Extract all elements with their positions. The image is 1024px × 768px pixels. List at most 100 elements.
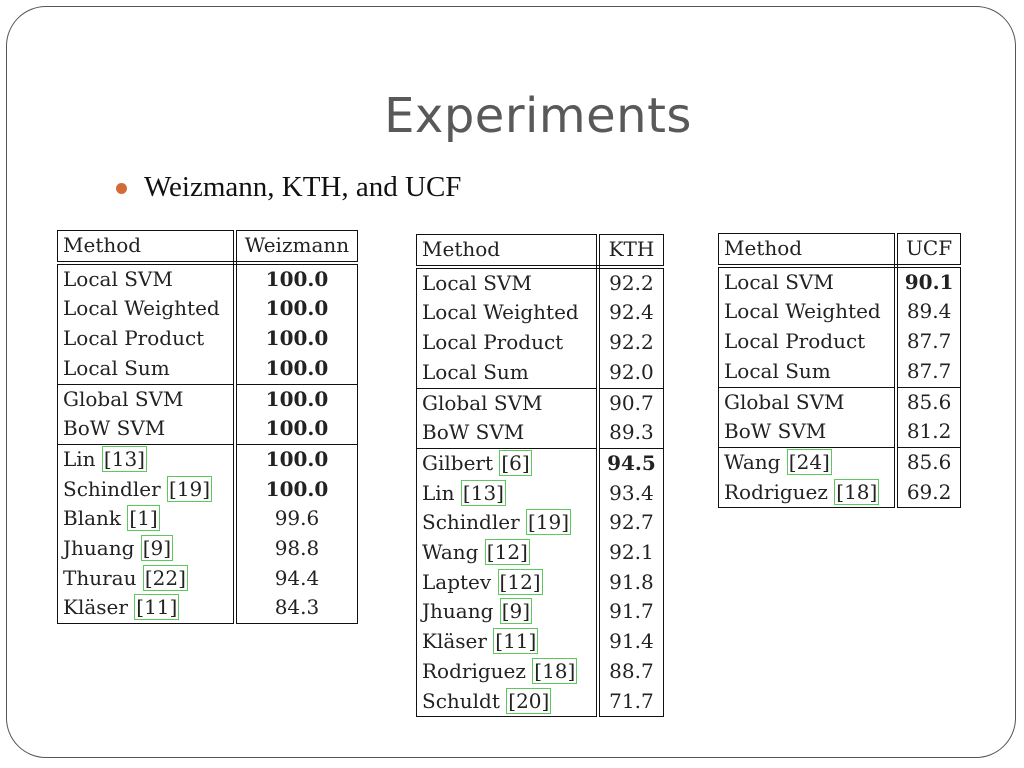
accuracy-value: 89.4 <box>906 299 952 324</box>
table-row: Gilbert [6] 94.5 <box>416 448 664 479</box>
accuracy-value: 85.6 <box>906 449 952 474</box>
table-row: BoW SVM 81.2 <box>718 417 961 448</box>
table-row: Local Weighted 100.0 <box>57 294 358 325</box>
method-column-header: Method <box>718 233 899 268</box>
accuracy-value: 92.4 <box>609 300 654 325</box>
method-name: Global SVM <box>422 390 543 415</box>
citation-link[interactable]: [19] <box>526 509 572 536</box>
method-name: Schindler <box>422 510 520 535</box>
citation-link[interactable]: [22] <box>142 564 188 591</box>
citation-link[interactable]: [19] <box>167 475 213 502</box>
table-row: Local Weighted 89.4 <box>718 297 961 328</box>
citation-link[interactable]: [13] <box>101 445 147 472</box>
method-name: Lin <box>63 446 96 471</box>
table-row: Blank [1] 99.6 <box>57 504 358 535</box>
citation-link[interactable]: [18] <box>834 478 880 505</box>
method-name: Local Sum <box>724 358 831 383</box>
method-name: Schindler <box>63 476 161 501</box>
accuracy-value: 94.4 <box>274 565 320 590</box>
method-name: BoW SVM <box>724 419 827 444</box>
citation-link[interactable]: [6] <box>499 449 532 476</box>
accuracy-value: 90.7 <box>609 390 654 415</box>
citation-link[interactable]: [20] <box>506 687 552 714</box>
method-name: Kläser <box>63 595 128 620</box>
accuracy-value: 91.7 <box>609 599 654 624</box>
table-header-row: Method UCF <box>718 233 961 268</box>
table-row: Laptev [12] 91.8 <box>416 567 664 598</box>
method-name: Laptev <box>422 569 492 594</box>
citation-link[interactable]: [11] <box>493 628 539 655</box>
citation-link[interactable]: [12] <box>497 568 543 595</box>
method-cell: Local SVM <box>57 262 237 295</box>
citation-link[interactable]: [1] <box>127 505 160 532</box>
method-cell: Local Sum <box>416 357 600 389</box>
method-cell: Local Weighted <box>57 294 237 325</box>
table-row: Wang [24] 85.6 <box>718 447 961 478</box>
method-cell: Thurau [22] <box>57 563 237 594</box>
table-row: Local Product 92.2 <box>416 328 664 358</box>
table-row: Local Weighted 92.4 <box>416 298 664 329</box>
accuracy-value: 91.4 <box>609 629 654 654</box>
method-name: Wang <box>724 449 781 474</box>
method-cell: Wang [12] <box>416 538 600 568</box>
bullet-dot-icon <box>116 183 127 194</box>
method-cell: Schindler [19] <box>57 474 237 505</box>
method-name: Gilbert <box>422 450 494 475</box>
citation-link[interactable]: [13] <box>460 479 506 506</box>
method-cell: BoW SVM <box>57 414 237 445</box>
accuracy-value: 100.0 <box>234 414 358 445</box>
method-cell: Laptev [12] <box>416 567 600 598</box>
accuracy-value: 87.7 <box>896 356 961 388</box>
accuracy-value: 90.1 <box>904 269 954 294</box>
citation-link[interactable]: [18] <box>532 657 578 684</box>
table-row: Local SVM 90.1 <box>718 265 961 298</box>
method-cell: Local SVM <box>718 265 899 298</box>
accuracy-value: 93.4 <box>609 480 654 505</box>
method-name: Schuldt <box>422 688 500 713</box>
method-cell: Kläser [11] <box>57 593 237 624</box>
method-cell: Local Product <box>718 327 899 357</box>
citation-link[interactable]: [11] <box>134 594 180 621</box>
citation-link[interactable]: [12] <box>484 539 530 566</box>
table-row: Global SVM 90.7 <box>416 388 664 419</box>
dataset-column-header: UCF <box>896 233 961 268</box>
method-name: Local SVM <box>724 269 834 294</box>
citation-link[interactable]: [9] <box>499 598 533 625</box>
bullet-text: Weizmann, KTH, and UCF <box>144 171 462 203</box>
accuracy-value: 92.0 <box>597 357 664 389</box>
accuracy-value: 69.2 <box>906 479 952 504</box>
method-name: Local Weighted <box>422 300 579 325</box>
table-header-row: Method KTH <box>416 234 664 269</box>
method-cell: Schuldt [20] <box>416 686 600 717</box>
method-cell: Local Sum <box>718 356 899 388</box>
method-cell: Global SVM <box>718 387 899 418</box>
table-row: Wang [12] 92.1 <box>416 538 664 568</box>
table-row: Lin [13] 100.0 <box>57 444 358 475</box>
method-name: Global SVM <box>63 386 184 411</box>
accuracy-value: 92.2 <box>609 330 654 355</box>
citation-link[interactable]: [24] <box>786 448 832 475</box>
accuracy-value: 92.1 <box>609 540 654 565</box>
slide-frame <box>6 6 1016 758</box>
accuracy-value: 91.8 <box>609 569 654 594</box>
table-row: Global SVM 85.6 <box>718 387 961 418</box>
method-cell: BoW SVM <box>718 417 899 448</box>
method-name: Jhuang <box>422 599 494 624</box>
citation-link[interactable]: [9] <box>140 535 174 562</box>
accuracy-value: 81.2 <box>896 417 961 448</box>
method-name: Local Product <box>63 326 205 351</box>
method-cell: Gilbert [6] <box>416 448 600 479</box>
method-cell: Local Weighted <box>416 298 600 329</box>
table-row: BoW SVM 100.0 <box>57 414 358 445</box>
slide-title: Experiments <box>384 88 692 144</box>
method-cell: Lin [13] <box>416 478 600 509</box>
method-name: Rodriguez <box>422 658 526 683</box>
table-row: Local Product 100.0 <box>57 324 358 354</box>
table-row: Lin [13] 93.4 <box>416 478 664 509</box>
table-row: Global SVM 100.0 <box>57 384 358 415</box>
accuracy-value: 87.7 <box>906 329 952 354</box>
weizmann-results-table: Method Weizmann Local SVM 100.0 Local Weight… <box>57 230 358 625</box>
method-name: Local Weighted <box>724 299 881 324</box>
accuracy-value: 71.7 <box>609 688 654 713</box>
method-cell: Local SVM <box>416 266 600 299</box>
